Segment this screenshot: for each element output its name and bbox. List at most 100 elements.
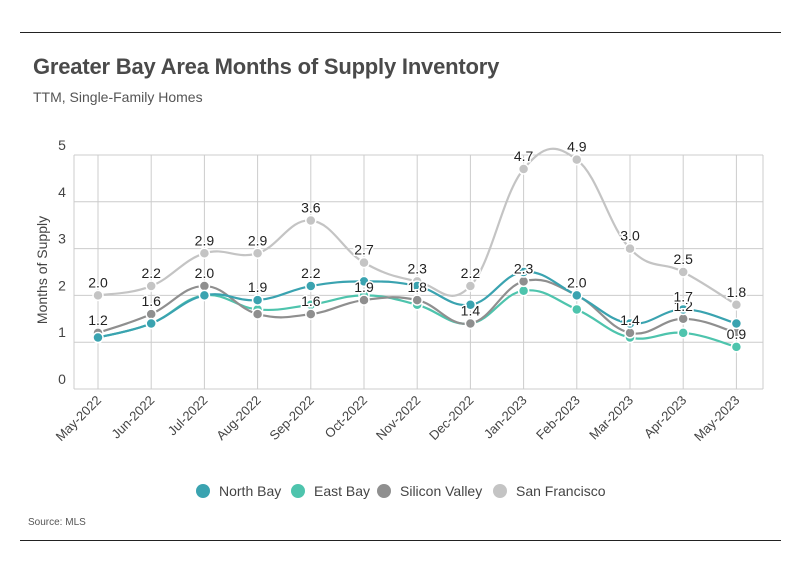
data-point-san-francisco xyxy=(251,247,264,260)
data-label-san-francisco: 3.6 xyxy=(301,200,321,216)
data-point-san-francisco xyxy=(677,266,689,278)
legend-item-east-bay: East Bay xyxy=(291,483,370,499)
data-point-san-francisco xyxy=(464,280,477,292)
data-label-silicon-valley: 1.4 xyxy=(620,312,640,328)
data-point-north-bay xyxy=(92,331,104,344)
top-rule xyxy=(20,32,781,33)
data-point-north-bay xyxy=(517,266,530,278)
series-north-bay xyxy=(92,266,743,344)
data-point-north-bay xyxy=(677,303,689,316)
data-point-north-bay xyxy=(358,275,370,288)
data-point-east-bay xyxy=(677,327,689,339)
data-point-north-bay xyxy=(198,289,211,302)
data-point-silicon-valley xyxy=(251,308,264,320)
legend-label: East Bay xyxy=(314,483,371,499)
legend-item-north-bay: North Bay xyxy=(196,483,281,499)
data-label-san-francisco: 2.0 xyxy=(88,274,108,290)
legend-item-san-francisco: San Francisco xyxy=(493,483,605,499)
data-point-silicon-valley xyxy=(464,317,477,330)
legend-swatch xyxy=(493,484,507,498)
data-label-san-francisco: 2.2 xyxy=(461,265,481,281)
data-label-san-francisco: 2.9 xyxy=(195,232,215,248)
data-label-silicon-valley: 1.8 xyxy=(407,279,427,295)
x-tick-label: Mar-2023 xyxy=(586,393,636,443)
data-point-silicon-valley xyxy=(358,294,370,306)
data-label-east-bay: 0.9 xyxy=(727,326,747,342)
x-tick-label: Aug-2022 xyxy=(213,393,263,443)
x-tick-label: Jul-2022 xyxy=(165,393,211,439)
data-label-san-francisco: 3.0 xyxy=(620,228,640,244)
data-point-san-francisco xyxy=(571,153,583,166)
data-point-north-bay xyxy=(411,280,423,292)
data-label-silicon-valley: 2.0 xyxy=(567,274,587,290)
data-label-silicon-valley: 1.6 xyxy=(301,293,321,309)
data-point-east-bay xyxy=(730,341,743,353)
data-label-silicon-valley: 1.2 xyxy=(673,298,693,314)
legend-item-silicon-valley: Silicon Valley xyxy=(377,483,482,499)
x-tick-label: Nov-2022 xyxy=(373,393,423,443)
series-san-francisco xyxy=(92,147,743,311)
data-label-san-francisco: 2.2 xyxy=(141,265,161,281)
legend-swatch xyxy=(377,484,391,498)
bottom-rule xyxy=(20,540,781,541)
data-label-silicon-valley: 1.4 xyxy=(461,302,481,318)
data-label-san-francisco: 4.9 xyxy=(567,139,587,155)
x-tick-label: Feb-2023 xyxy=(533,393,583,443)
data-point-san-francisco xyxy=(92,289,104,302)
data-point-silicon-valley xyxy=(198,280,211,292)
data-label-north-bay: 2.2 xyxy=(301,265,321,281)
x-tick-label: May-2022 xyxy=(53,393,104,444)
data-label-san-francisco: 2.3 xyxy=(407,260,427,276)
chart-title: Greater Bay Area Months of Supply Invent… xyxy=(33,54,500,79)
data-point-silicon-valley xyxy=(517,275,530,288)
data-label-san-francisco: 2.5 xyxy=(673,251,693,267)
data-label-silicon-valley: 1.9 xyxy=(354,279,374,295)
data-point-north-bay xyxy=(571,289,583,302)
chart-legend: North Bay East Bay Silicon Valley San Franc… xyxy=(0,483,801,503)
data-point-san-francisco xyxy=(145,280,157,292)
data-point-north-bay xyxy=(305,280,317,292)
data-point-san-francisco xyxy=(358,256,370,269)
data-point-north-bay xyxy=(251,294,264,306)
data-label-silicon-valley: 1.6 xyxy=(141,293,161,309)
data-point-north-bay xyxy=(145,317,157,330)
source-note: Source: MLS xyxy=(28,517,86,528)
chart-subtitle: TTM, Single-Family Homes xyxy=(33,89,203,105)
data-label-north-bay: 1.7 xyxy=(673,288,693,304)
x-tick-label: May-2023 xyxy=(691,393,742,444)
data-label-san-francisco: 2.7 xyxy=(354,242,374,258)
y-tick-label: 0 xyxy=(58,371,66,387)
legend-label: Silicon Valley xyxy=(400,483,483,499)
x-tick-label: Jan-2023 xyxy=(481,393,530,442)
data-point-silicon-valley xyxy=(677,313,689,325)
x-tick-label: Jun-2022 xyxy=(108,393,157,442)
data-point-san-francisco xyxy=(198,247,211,260)
data-label-silicon-valley: 2.3 xyxy=(514,260,534,276)
y-tick-label: 4 xyxy=(58,184,66,200)
x-tick-label: Oct-2022 xyxy=(322,393,370,441)
data-label-silicon-valley: 1.2 xyxy=(88,312,108,328)
data-point-north-bay xyxy=(464,299,477,311)
gridlines xyxy=(73,154,764,390)
data-point-san-francisco xyxy=(624,242,636,255)
data-point-east-bay xyxy=(517,284,530,297)
y-tick-label: 1 xyxy=(58,324,66,340)
legend-swatch xyxy=(196,484,210,498)
data-point-east-bay xyxy=(571,303,583,316)
y-tick-label: 5 xyxy=(58,137,66,153)
legend-label: San Francisco xyxy=(516,483,606,499)
data-point-north-bay xyxy=(624,317,636,330)
legend-label: North Bay xyxy=(219,483,282,499)
data-label-san-francisco: 1.8 xyxy=(727,284,747,300)
data-label-san-francisco: 4.7 xyxy=(514,148,534,164)
y-tick-label: 3 xyxy=(58,231,66,247)
data-label-san-francisco: 2.9 xyxy=(248,232,268,248)
data-point-silicon-valley xyxy=(411,294,423,306)
y-axis-label: Months of Supply xyxy=(34,216,50,324)
data-point-san-francisco xyxy=(730,299,743,311)
x-tick-label: Apr-2023 xyxy=(641,393,689,441)
y-tick-label: 2 xyxy=(58,277,66,293)
data-point-silicon-valley xyxy=(624,327,636,339)
data-point-silicon-valley xyxy=(305,308,317,320)
